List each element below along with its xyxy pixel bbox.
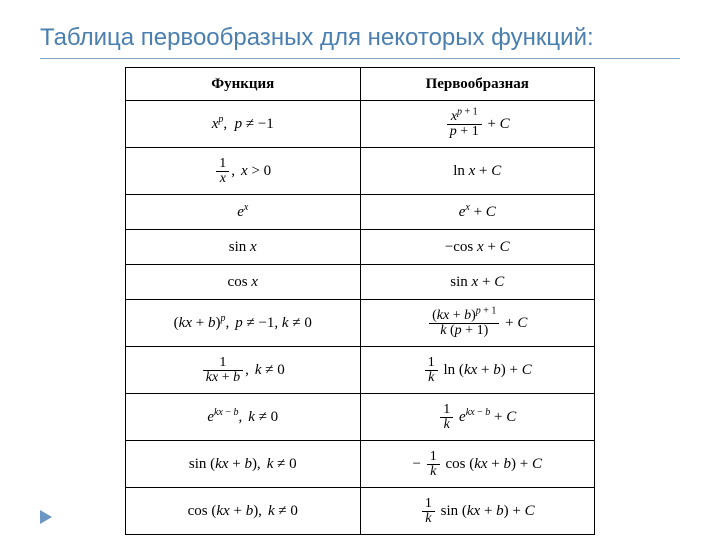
slide: Таблица первообразных для некоторых функ… [0, 0, 720, 540]
table-row: 1kx + b,k ≠ 01k ln (kx + b) + C [126, 347, 595, 394]
cell-antiderivative: − 1k cos (kx + b) + C [360, 441, 595, 488]
cell-function: xp, p ≠ −1 [126, 101, 361, 148]
cell-function: ex [126, 195, 361, 230]
table-row: cos (kx + b),k ≠ 01k sin (kx + b) + C [126, 488, 595, 535]
cell-antiderivative: −cos x + C [360, 230, 595, 265]
cell-function: 1x,x > 0 [126, 148, 361, 195]
cell-function: ekx − b,k ≠ 0 [126, 394, 361, 441]
page-title: Таблица первообразных для некоторых функ… [40, 24, 680, 52]
antiderivative-table: Функция Первообразная xp, p ≠ −1xp + 1p … [125, 67, 595, 535]
table-row: xp, p ≠ −1xp + 1p + 1 + C [126, 101, 595, 148]
cell-function: cos x [126, 265, 361, 300]
table-row: sin x−cos x + C [126, 230, 595, 265]
cell-function: (kx + b)p,p ≠ −1, k ≠ 0 [126, 300, 361, 347]
header-antiderivative: Первообразная [360, 68, 595, 101]
cell-function: sin x [126, 230, 361, 265]
cell-function: 1kx + b,k ≠ 0 [126, 347, 361, 394]
table-row: cos xsin x + C [126, 265, 595, 300]
cell-antiderivative: ex + C [360, 195, 595, 230]
cell-antiderivative: xp + 1p + 1 + C [360, 101, 595, 148]
table-row: sin (kx + b),k ≠ 0− 1k cos (kx + b) + C [126, 441, 595, 488]
cell-function: sin (kx + b),k ≠ 0 [126, 441, 361, 488]
table-row: (kx + b)p,p ≠ −1, k ≠ 0(kx + b)p + 1k (p… [126, 300, 595, 347]
cell-function: cos (kx + b),k ≠ 0 [126, 488, 361, 535]
cell-antiderivative: (kx + b)p + 1k (p + 1) + C [360, 300, 595, 347]
cell-antiderivative: ln x + C [360, 148, 595, 195]
table-row: exex + C [126, 195, 595, 230]
table-header-row: Функция Первообразная [126, 68, 595, 101]
title-underline [40, 58, 680, 59]
cell-antiderivative: 1k ekx − b + C [360, 394, 595, 441]
bullet-arrow-icon [40, 510, 52, 524]
table-row: ekx − b,k ≠ 01k ekx − b + C [126, 394, 595, 441]
cell-antiderivative: 1k sin (kx + b) + C [360, 488, 595, 535]
cell-antiderivative: sin x + C [360, 265, 595, 300]
header-function: Функция [126, 68, 361, 101]
table-row: 1x,x > 0ln x + C [126, 148, 595, 195]
cell-antiderivative: 1k ln (kx + b) + C [360, 347, 595, 394]
table-body: xp, p ≠ −1xp + 1p + 1 + C1x,x > 0ln x + … [126, 101, 595, 535]
